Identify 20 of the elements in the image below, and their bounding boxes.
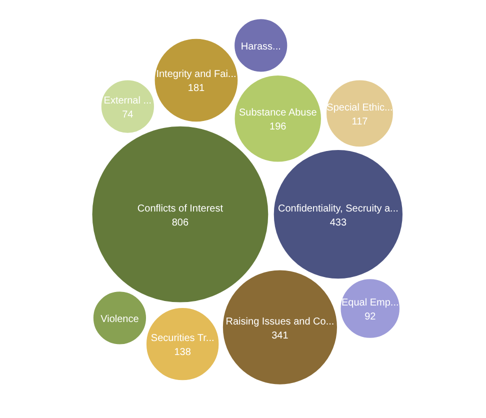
category-label: Confidentiality, Secruity a... (278, 203, 398, 214)
data-label: 74 (122, 110, 134, 121)
category-label: Conflicts of Interest (137, 203, 224, 214)
category-label: Raising Issues and Co... (226, 316, 334, 328)
category-label: Integrity and Fai... (156, 69, 236, 80)
data-label: 92 (364, 311, 376, 322)
data-label: 138 (174, 347, 192, 358)
data-label: 341 (272, 330, 289, 342)
data-label: 433 (330, 217, 347, 228)
data-label: 117 (352, 116, 368, 128)
category-label: Violence (100, 314, 140, 325)
category-label: Securities Tr... (150, 333, 214, 344)
category-label: External ... (104, 96, 152, 107)
category-label: Equal Emp... (342, 297, 399, 308)
data-label: 196 (270, 122, 287, 133)
category-label: Special Ethic... (326, 102, 393, 114)
category-label: Substance Abuse (238, 108, 318, 119)
category-label: Harass... (240, 41, 281, 52)
data-label: 181 (188, 83, 206, 94)
data-label: 806 (172, 217, 189, 228)
